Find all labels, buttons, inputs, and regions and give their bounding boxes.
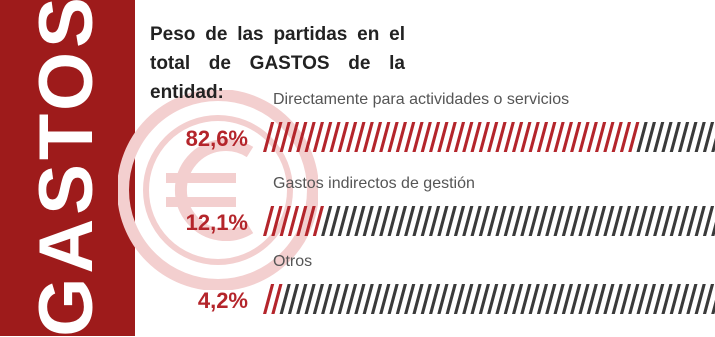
bar bbox=[263, 206, 715, 236]
category-label: Gastos indirectos de gestión bbox=[273, 176, 475, 192]
category-label: Otros bbox=[273, 254, 312, 270]
bar bbox=[263, 122, 715, 152]
value-label: 82,6% bbox=[172, 128, 248, 150]
value-label: 12,1% bbox=[172, 212, 248, 234]
side-panel: GASTOS bbox=[0, 0, 135, 336]
category-label: Directamente para actividades o servicio… bbox=[273, 92, 569, 108]
side-title: GASTOS bbox=[29, 0, 105, 337]
bar bbox=[263, 284, 715, 314]
value-label: 4,2% bbox=[172, 290, 248, 312]
